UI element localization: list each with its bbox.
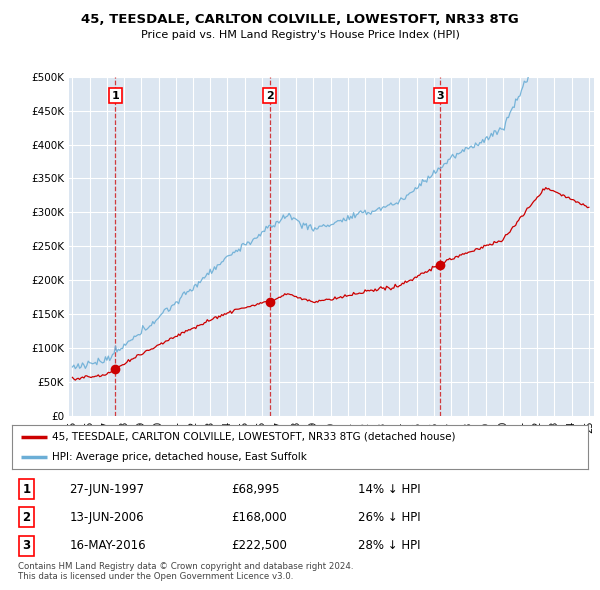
Text: 45, TEESDALE, CARLTON COLVILLE, LOWESTOFT, NR33 8TG: 45, TEESDALE, CARLTON COLVILLE, LOWESTOF… bbox=[81, 13, 519, 26]
Text: 14% ↓ HPI: 14% ↓ HPI bbox=[358, 483, 420, 496]
Text: 28% ↓ HPI: 28% ↓ HPI bbox=[358, 539, 420, 552]
Text: 2: 2 bbox=[22, 511, 31, 524]
Text: Price paid vs. HM Land Registry's House Price Index (HPI): Price paid vs. HM Land Registry's House … bbox=[140, 30, 460, 40]
Text: £68,995: £68,995 bbox=[231, 483, 280, 496]
Text: HPI: Average price, detached house, East Suffolk: HPI: Average price, detached house, East… bbox=[52, 452, 307, 462]
Text: 45, TEESDALE, CARLTON COLVILLE, LOWESTOFT, NR33 8TG (detached house): 45, TEESDALE, CARLTON COLVILLE, LOWESTOF… bbox=[52, 432, 456, 442]
Text: 2: 2 bbox=[266, 91, 274, 101]
Text: 3: 3 bbox=[22, 539, 31, 552]
Text: £168,000: £168,000 bbox=[231, 511, 287, 524]
Text: 16-MAY-2016: 16-MAY-2016 bbox=[70, 539, 146, 552]
Text: 1: 1 bbox=[112, 91, 119, 101]
Text: 26% ↓ HPI: 26% ↓ HPI bbox=[358, 511, 420, 524]
Text: £222,500: £222,500 bbox=[231, 539, 287, 552]
Text: 1: 1 bbox=[22, 483, 31, 496]
Text: 13-JUN-2006: 13-JUN-2006 bbox=[70, 511, 144, 524]
Text: 3: 3 bbox=[436, 91, 444, 101]
Text: Contains HM Land Registry data © Crown copyright and database right 2024.
This d: Contains HM Land Registry data © Crown c… bbox=[18, 562, 353, 581]
Text: 27-JUN-1997: 27-JUN-1997 bbox=[70, 483, 145, 496]
